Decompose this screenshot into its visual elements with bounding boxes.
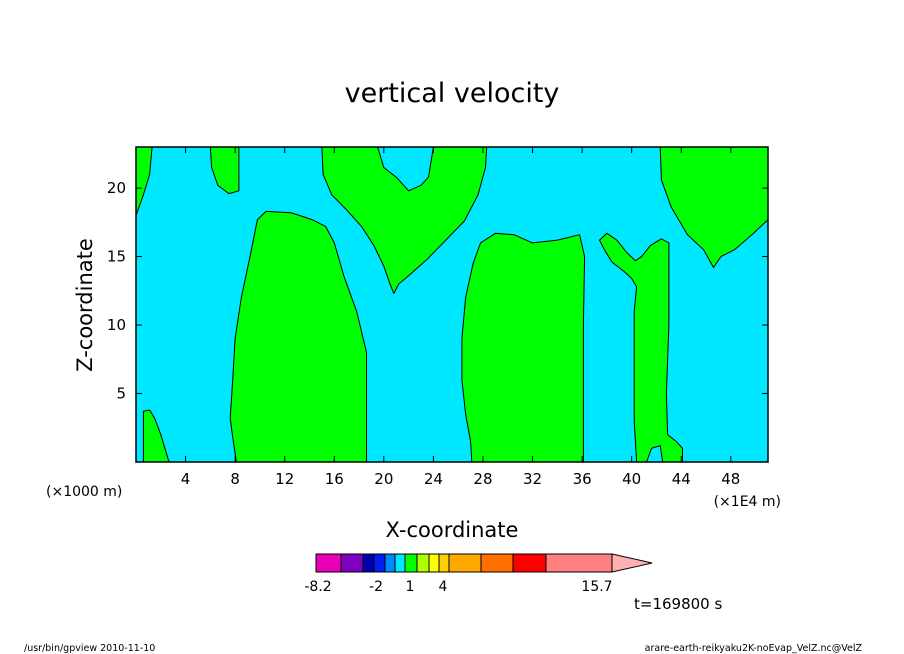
- positive-region-5: [321, 146, 488, 294]
- plot-frame: [135, 146, 769, 463]
- plot-area: [135, 146, 769, 463]
- y-axis-label: Z-coordinate: [73, 238, 97, 372]
- x-axis-ticks: 4 8 12 16 20 24 28 32 36 40 44 48: [181, 147, 740, 488]
- colorbar-swatch: [394, 553, 406, 573]
- y-tick-label: 10: [107, 316, 126, 334]
- x-tick-label: 8: [230, 470, 240, 488]
- x-unit-left: (×1000 m): [46, 484, 122, 500]
- x-tick-label: 4: [181, 470, 191, 488]
- colorbar-label: -8.2: [304, 579, 331, 595]
- y-axis-ticks: 5 10 15 20: [107, 179, 768, 403]
- colorbar-arrow: [611, 553, 653, 573]
- positive-region-6: [461, 232, 586, 463]
- colorbar-label: 15.7: [581, 579, 612, 595]
- colorbar-label: 4: [439, 579, 448, 595]
- colorbar-swatch: [384, 553, 396, 573]
- colorbar-swatch: [438, 553, 450, 573]
- colorbar-label: -2: [369, 579, 383, 595]
- footer-left: /usr/bin/gpview 2010-11-10: [24, 643, 155, 654]
- y-tick-label: 15: [107, 248, 126, 266]
- x-axis-label: X-coordinate: [386, 518, 519, 542]
- y-tick-label: 5: [116, 385, 126, 403]
- footer-right: arare-earth-reikyaku2K-noEvap_VelZ.nc@Ve…: [645, 643, 863, 654]
- colorbar-labels: -8.2 -2 1 4 15.7: [304, 579, 612, 595]
- colorbar-swatch: [545, 553, 613, 573]
- colorbar: [315, 553, 653, 573]
- x-unit-right: (×1E4 m): [714, 494, 781, 510]
- positive-region-4: [229, 210, 367, 463]
- time-label: t=169800 s: [634, 595, 722, 613]
- colorbar-swatch: [416, 553, 430, 573]
- colorbar-swatch: [315, 553, 342, 573]
- x-tick-label: 48: [721, 470, 740, 488]
- y-tick-label: 20: [107, 179, 126, 197]
- colorbar-swatch: [340, 553, 364, 573]
- x-tick-label: 32: [523, 470, 542, 488]
- colorbar-swatch: [512, 553, 547, 573]
- x-tick-label: 16: [325, 470, 344, 488]
- x-tick-label: 44: [672, 470, 691, 488]
- x-tick-label: 12: [275, 470, 294, 488]
- chart-title: vertical velocity: [345, 78, 560, 109]
- x-tick-label: 20: [374, 470, 393, 488]
- colorbar-swatch: [480, 553, 514, 573]
- colorbar-swatch: [404, 553, 418, 573]
- positive-regions: [135, 146, 769, 463]
- positive-region-2: [142, 409, 170, 463]
- colorbar-swatch: [428, 553, 440, 573]
- colorbar-swatch: [362, 553, 375, 573]
- x-tick-label: 28: [473, 470, 492, 488]
- x-tick-label: 40: [622, 470, 641, 488]
- x-tick-label: 36: [573, 470, 592, 488]
- colorbar-label: 1: [406, 579, 415, 595]
- positive-region-3: [209, 146, 240, 195]
- x-tick-label: 24: [424, 470, 443, 488]
- colorbar-swatch: [373, 553, 386, 573]
- colorbar-swatch: [448, 553, 482, 573]
